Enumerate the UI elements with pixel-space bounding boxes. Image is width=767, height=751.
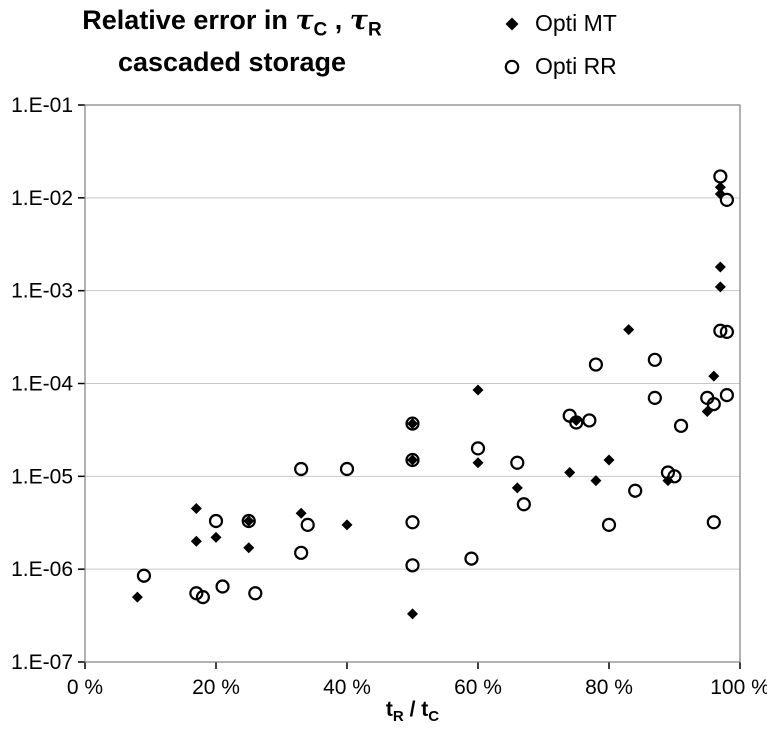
scatter-point-opti-rr (339, 461, 355, 477)
x-tick-label: 20 % (192, 676, 240, 699)
scatter-point-opti-rr (667, 469, 682, 484)
x-tick-label: 60 % (454, 676, 502, 699)
scatter-point-opti-rr (628, 483, 643, 498)
scatter-point-opti-rr (719, 192, 735, 208)
scatter-point-opti-mt (295, 507, 307, 519)
diamond-marker-icon (505, 17, 519, 30)
scatter-point-opti-rr (405, 416, 420, 431)
scatter-point-opti-mt (407, 418, 418, 430)
scatter-point-opti-mt (131, 591, 143, 603)
scatter-point-opti-mt (472, 384, 484, 396)
scatter-point-opti-mt (511, 482, 523, 494)
scatter-point-opti-mt (472, 457, 484, 469)
scatter-point-opti-rr (405, 558, 420, 573)
scatter-point-opti-mt (243, 542, 255, 554)
chart-title-line1: Relative error in τC , τR (12, 4, 452, 46)
scatter-point-opti-mt (590, 475, 602, 487)
circle-marker-icon (504, 59, 520, 74)
scatter-point-opti-rr (569, 415, 584, 430)
scatter-point-opti-rr (647, 352, 662, 367)
legend-item-opti-rr: Opti RR (503, 53, 617, 80)
scatter-point-opti-rr (300, 517, 315, 532)
scatter-point-opti-mt (708, 370, 720, 382)
tau-symbol: τ (295, 5, 314, 36)
scatter-point-opti-rr (464, 551, 479, 566)
scatter-point-opti-rr (719, 387, 735, 403)
y-tick-label: 1.E-04 (11, 373, 73, 396)
scatter-point-opti-mt (564, 466, 576, 478)
x-axis-label-sub2: C (428, 708, 440, 726)
scatter-point-opti-rr (719, 324, 735, 339)
scatter-point-opti-rr (713, 169, 728, 184)
scatter-point-opti-mt (714, 281, 726, 293)
chart-title: Relative error in τC , τR cascaded stora… (12, 4, 452, 79)
x-tick-label: 80 % (585, 676, 633, 699)
scatter-point-opti-rr (136, 568, 152, 583)
y-tick-label: 1.E-05 (11, 465, 73, 488)
scatter-point-opti-rr (516, 497, 531, 512)
tau-symbol: τ (349, 5, 368, 36)
scatter-point-opti-mt (407, 454, 418, 466)
scatter-point-opti-rr (706, 515, 721, 530)
scatter-point-opti-mt (623, 324, 635, 336)
scatter-point-opti-rr (294, 545, 309, 560)
tau-subscript-c: C (313, 19, 328, 41)
x-axis-label-mid: / t (403, 698, 429, 721)
scatter-point-opti-mt (603, 454, 615, 466)
y-tick-label: 1.E-01 (11, 94, 73, 117)
x-tick-label: 0 % (67, 676, 103, 699)
legend-label-opti-mt: Opti MT (535, 10, 617, 36)
scatter-point-opti-rr (510, 455, 525, 470)
scatter-point-opti-mt (210, 531, 222, 543)
scatter-point-opti-mt (714, 261, 726, 273)
scatter-point-opti-rr (470, 441, 486, 456)
y-tick-label: 1.E-03 (11, 280, 73, 303)
x-axis-label-t1: t (385, 698, 393, 721)
scatter-point-opti-rr (647, 390, 662, 405)
legend-item-opti-mt: Opti MT (503, 10, 617, 37)
scatter-point-opti-mt (190, 535, 202, 547)
scatter-point-opti-mt (243, 515, 255, 527)
scatter-point-opti-mt (407, 608, 418, 620)
scatter-point-opti-rr (588, 357, 604, 372)
title-separator: , (327, 5, 350, 35)
legend: Opti MT Opti RR (503, 10, 617, 80)
x-axis-label-sub1: R (392, 708, 404, 726)
y-tick-label: 1.E-02 (11, 187, 73, 210)
x-tick-label: 40 % (323, 676, 371, 699)
scatter-point-opti-rr (208, 513, 224, 529)
plot-border (84, 104, 741, 663)
scatter-point-opti-mt (190, 503, 202, 515)
scatter-point-opti-rr (405, 515, 420, 530)
chart-title-text: Relative error in (82, 5, 296, 35)
scatter-point-opti-mt (341, 519, 353, 531)
scatter-point-opti-rr (195, 590, 210, 605)
scatter-point-opti-rr (294, 461, 309, 477)
scatter-point-opti-rr (248, 586, 263, 601)
scatter-point-opti-rr (215, 579, 230, 594)
scatter-point-opti-mt (714, 181, 726, 193)
scatter-point-opti-mt (701, 405, 713, 417)
chart-title-line2: cascaded storage (117, 47, 347, 78)
y-tick-label: 1.E-06 (11, 558, 73, 581)
x-tick-label: 100 % (710, 676, 767, 699)
scatter-point-opti-rr (241, 513, 256, 529)
scatter-point-opti-rr (713, 323, 728, 338)
x-axis-label: tR / tC (85, 698, 740, 725)
scatter-point-opti-rr (706, 396, 721, 412)
legend-label-opti-rr: Opti RR (535, 53, 617, 79)
tau-subscript-r: R (367, 19, 382, 41)
y-tick-label: 1.E-07 (11, 651, 73, 674)
scatter-point-opti-rr (673, 418, 689, 433)
scatter-point-opti-rr (405, 452, 420, 468)
scatter-point-opti-rr (601, 517, 617, 532)
scatter-point-opti-rr (582, 413, 597, 428)
